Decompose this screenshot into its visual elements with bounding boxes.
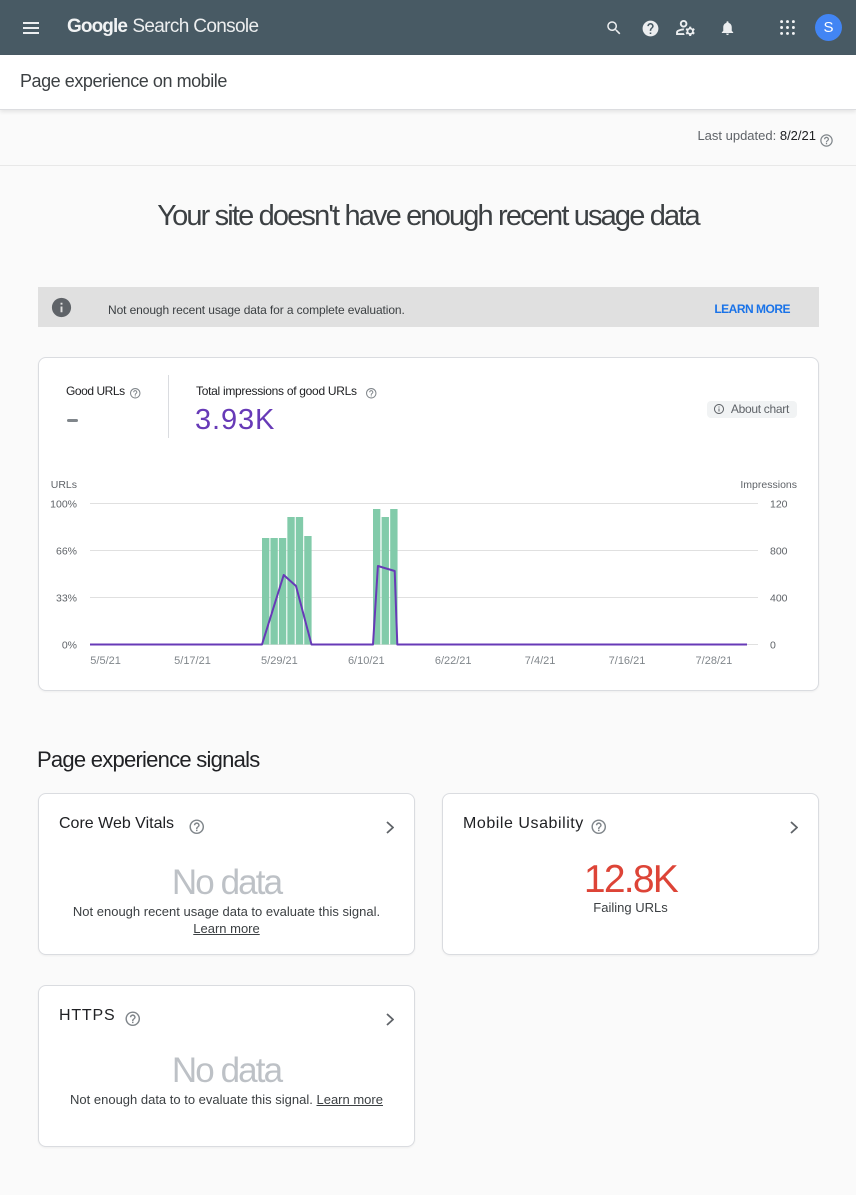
svg-text:5/17/21: 5/17/21 <box>174 655 211 667</box>
svg-text:0: 0 <box>770 640 776 652</box>
svg-text:5/5/21: 5/5/21 <box>90 655 121 667</box>
svg-text:400: 400 <box>770 593 788 605</box>
svg-text:33%: 33% <box>56 593 77 605</box>
svg-text:7/4/21: 7/4/21 <box>525 655 556 667</box>
svg-text:120: 120 <box>770 499 788 511</box>
svg-text:5/29/21: 5/29/21 <box>261 655 298 667</box>
svg-text:URLs: URLs <box>51 479 77 491</box>
svg-text:Impressions: Impressions <box>740 479 797 491</box>
svg-text:7/16/21: 7/16/21 <box>609 655 646 667</box>
svg-text:66%: 66% <box>56 546 77 558</box>
svg-text:800: 800 <box>770 546 788 558</box>
svg-text:6/22/21: 6/22/21 <box>435 655 472 667</box>
svg-text:100%: 100% <box>50 499 77 511</box>
svg-text:6/10/21: 6/10/21 <box>348 655 385 667</box>
svg-text:0%: 0% <box>62 640 77 652</box>
svg-text:7/28/21: 7/28/21 <box>696 655 733 667</box>
